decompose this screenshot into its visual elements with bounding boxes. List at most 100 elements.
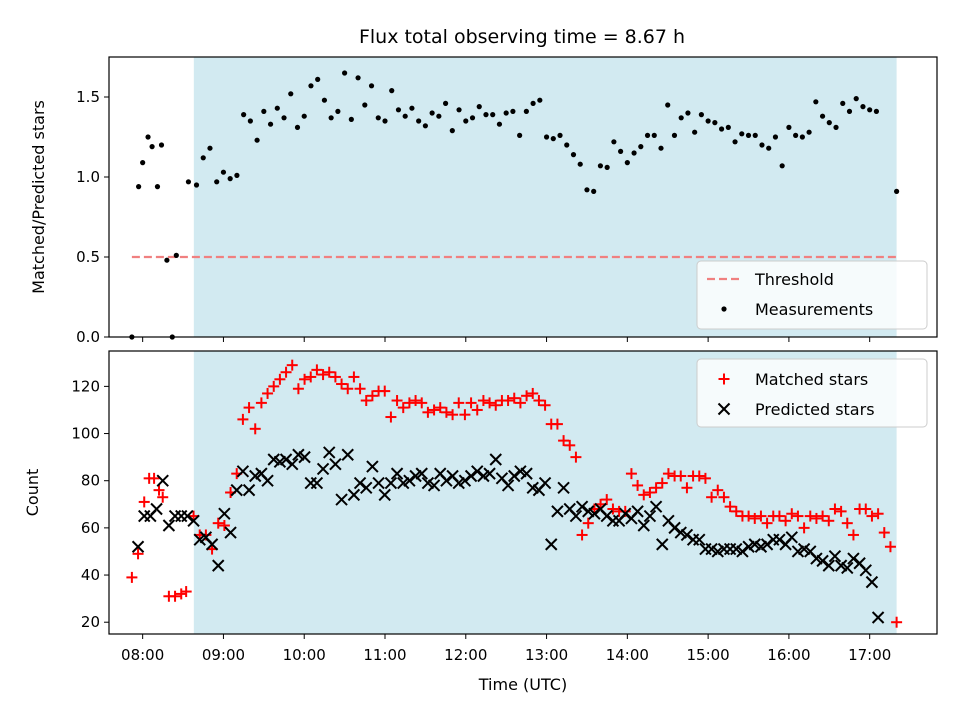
measurement-point [193, 182, 200, 188]
matched-star-point [706, 491, 718, 503]
legend-matched-swatch [718, 373, 730, 385]
measurement-point [503, 110, 509, 116]
predicted-star-point [619, 507, 632, 520]
predicted-star-point [464, 469, 478, 483]
measurement-point [315, 76, 321, 82]
matched-star-point [416, 397, 428, 409]
top-y-tick-label: 0.0 [76, 328, 100, 346]
predicted-star-point [353, 476, 367, 490]
measurement-point [766, 145, 772, 151]
measurement-point [261, 108, 267, 114]
measurement-point [476, 104, 482, 110]
matched-star-point [268, 380, 280, 392]
measurement-point [873, 108, 880, 114]
predicted-star-point [471, 465, 484, 478]
measurement-point [321, 97, 328, 103]
matched-star-point [527, 387, 539, 399]
predicted-star-point [212, 559, 225, 572]
matched-star-point [786, 508, 798, 520]
measurement-point [638, 144, 644, 150]
matched-star-point [274, 373, 286, 385]
predicted-star-point [298, 450, 311, 464]
top-y-tick-label: 1.5 [76, 88, 100, 106]
predicted-star-point [403, 474, 416, 487]
predicted-star-point [588, 507, 601, 520]
predicted-star-point [366, 460, 379, 473]
matched-star-point [132, 548, 144, 560]
measurement-point [658, 145, 664, 151]
bottom-y-axis-label: Count [23, 469, 42, 517]
predicted-star-point [828, 549, 842, 563]
measurement-point [786, 124, 792, 130]
measurement-point [597, 163, 604, 169]
matched-star-point [841, 517, 853, 529]
matched-star-point [180, 586, 192, 598]
measurement-point [294, 124, 301, 130]
predicted-star-point [341, 448, 354, 461]
top-panel: 0.0 0.5 1.0 1.5 Matched/Predicted stars Thr… [29, 56, 938, 346]
matched-star-point [872, 508, 884, 520]
matched-star-point [323, 366, 335, 378]
measurement-point [692, 129, 698, 135]
measurement-point [362, 102, 368, 108]
matched-star-point [755, 510, 767, 522]
measurement-point [665, 102, 671, 108]
bottom-x-tick-label: 13:00 [525, 646, 568, 664]
matched-stars-points [126, 359, 903, 628]
measurement-point [698, 112, 704, 118]
matched-star-point [749, 512, 761, 524]
measurement-point [846, 108, 853, 114]
matched-star-point [157, 491, 169, 503]
matched-star-point [693, 470, 705, 482]
legend-measurements-swatch [721, 306, 727, 312]
matched-star-point [878, 527, 890, 539]
matched-star-point [255, 397, 267, 409]
bottom-x-tick-label: 09:00 [202, 646, 245, 664]
measurement-point [685, 110, 691, 116]
predicted-star-point [649, 500, 663, 513]
measurement-point [745, 132, 752, 138]
measurement-point [618, 148, 624, 154]
predicted-star-point [508, 469, 521, 483]
matched-star-point [539, 399, 551, 411]
predicted-star-point [693, 533, 706, 546]
matched-star-point [354, 383, 366, 395]
bottom-y-tick-label: 40 [81, 566, 100, 584]
bottom-x-tick-label: 16:00 [767, 646, 810, 664]
measurement-point [389, 88, 395, 94]
x-axis-label: Time (UTC) [478, 675, 567, 694]
bottom-x-tick-label: 15:00 [687, 646, 730, 664]
measurement-point [436, 113, 442, 119]
predicted-star-point [316, 462, 330, 476]
predicted-star-point [489, 453, 502, 466]
bottom-x-ticks: 08:00 09:00 10:00 11:00 12:00 13:00 14:00 15:00… [121, 634, 891, 664]
predicted-star-point [545, 538, 558, 551]
predicted-star-point [631, 505, 644, 518]
measurement-point [355, 75, 361, 81]
matched-star-point [804, 510, 816, 522]
predicted-star-point [773, 533, 786, 546]
matched-star-point [662, 468, 674, 480]
legend-predicted-label: Predicted stars [755, 400, 875, 419]
predicted-star-point [384, 476, 398, 490]
predicted-star-point [415, 467, 428, 480]
measurement-point [281, 115, 287, 121]
bottom-y-tick-label: 80 [81, 472, 100, 490]
matched-star-point [558, 435, 570, 447]
measurement-point [234, 172, 240, 178]
measurement-point [288, 91, 294, 97]
measurement-point [611, 139, 617, 145]
measurement-point [651, 132, 657, 138]
matched-star-point [835, 505, 847, 517]
measurement-point [409, 105, 415, 111]
top-y-tick-label: 0.5 [76, 248, 100, 266]
matched-star-point [798, 522, 810, 534]
matched-star-point [508, 392, 520, 404]
bottom-x-tick-label: 17:00 [848, 646, 891, 664]
matched-star-point [847, 529, 859, 541]
measurement-point [247, 118, 253, 124]
matched-star-point [453, 397, 465, 409]
matched-star-point [138, 496, 150, 508]
measurement-point [644, 132, 651, 138]
matched-star-point [625, 468, 637, 480]
